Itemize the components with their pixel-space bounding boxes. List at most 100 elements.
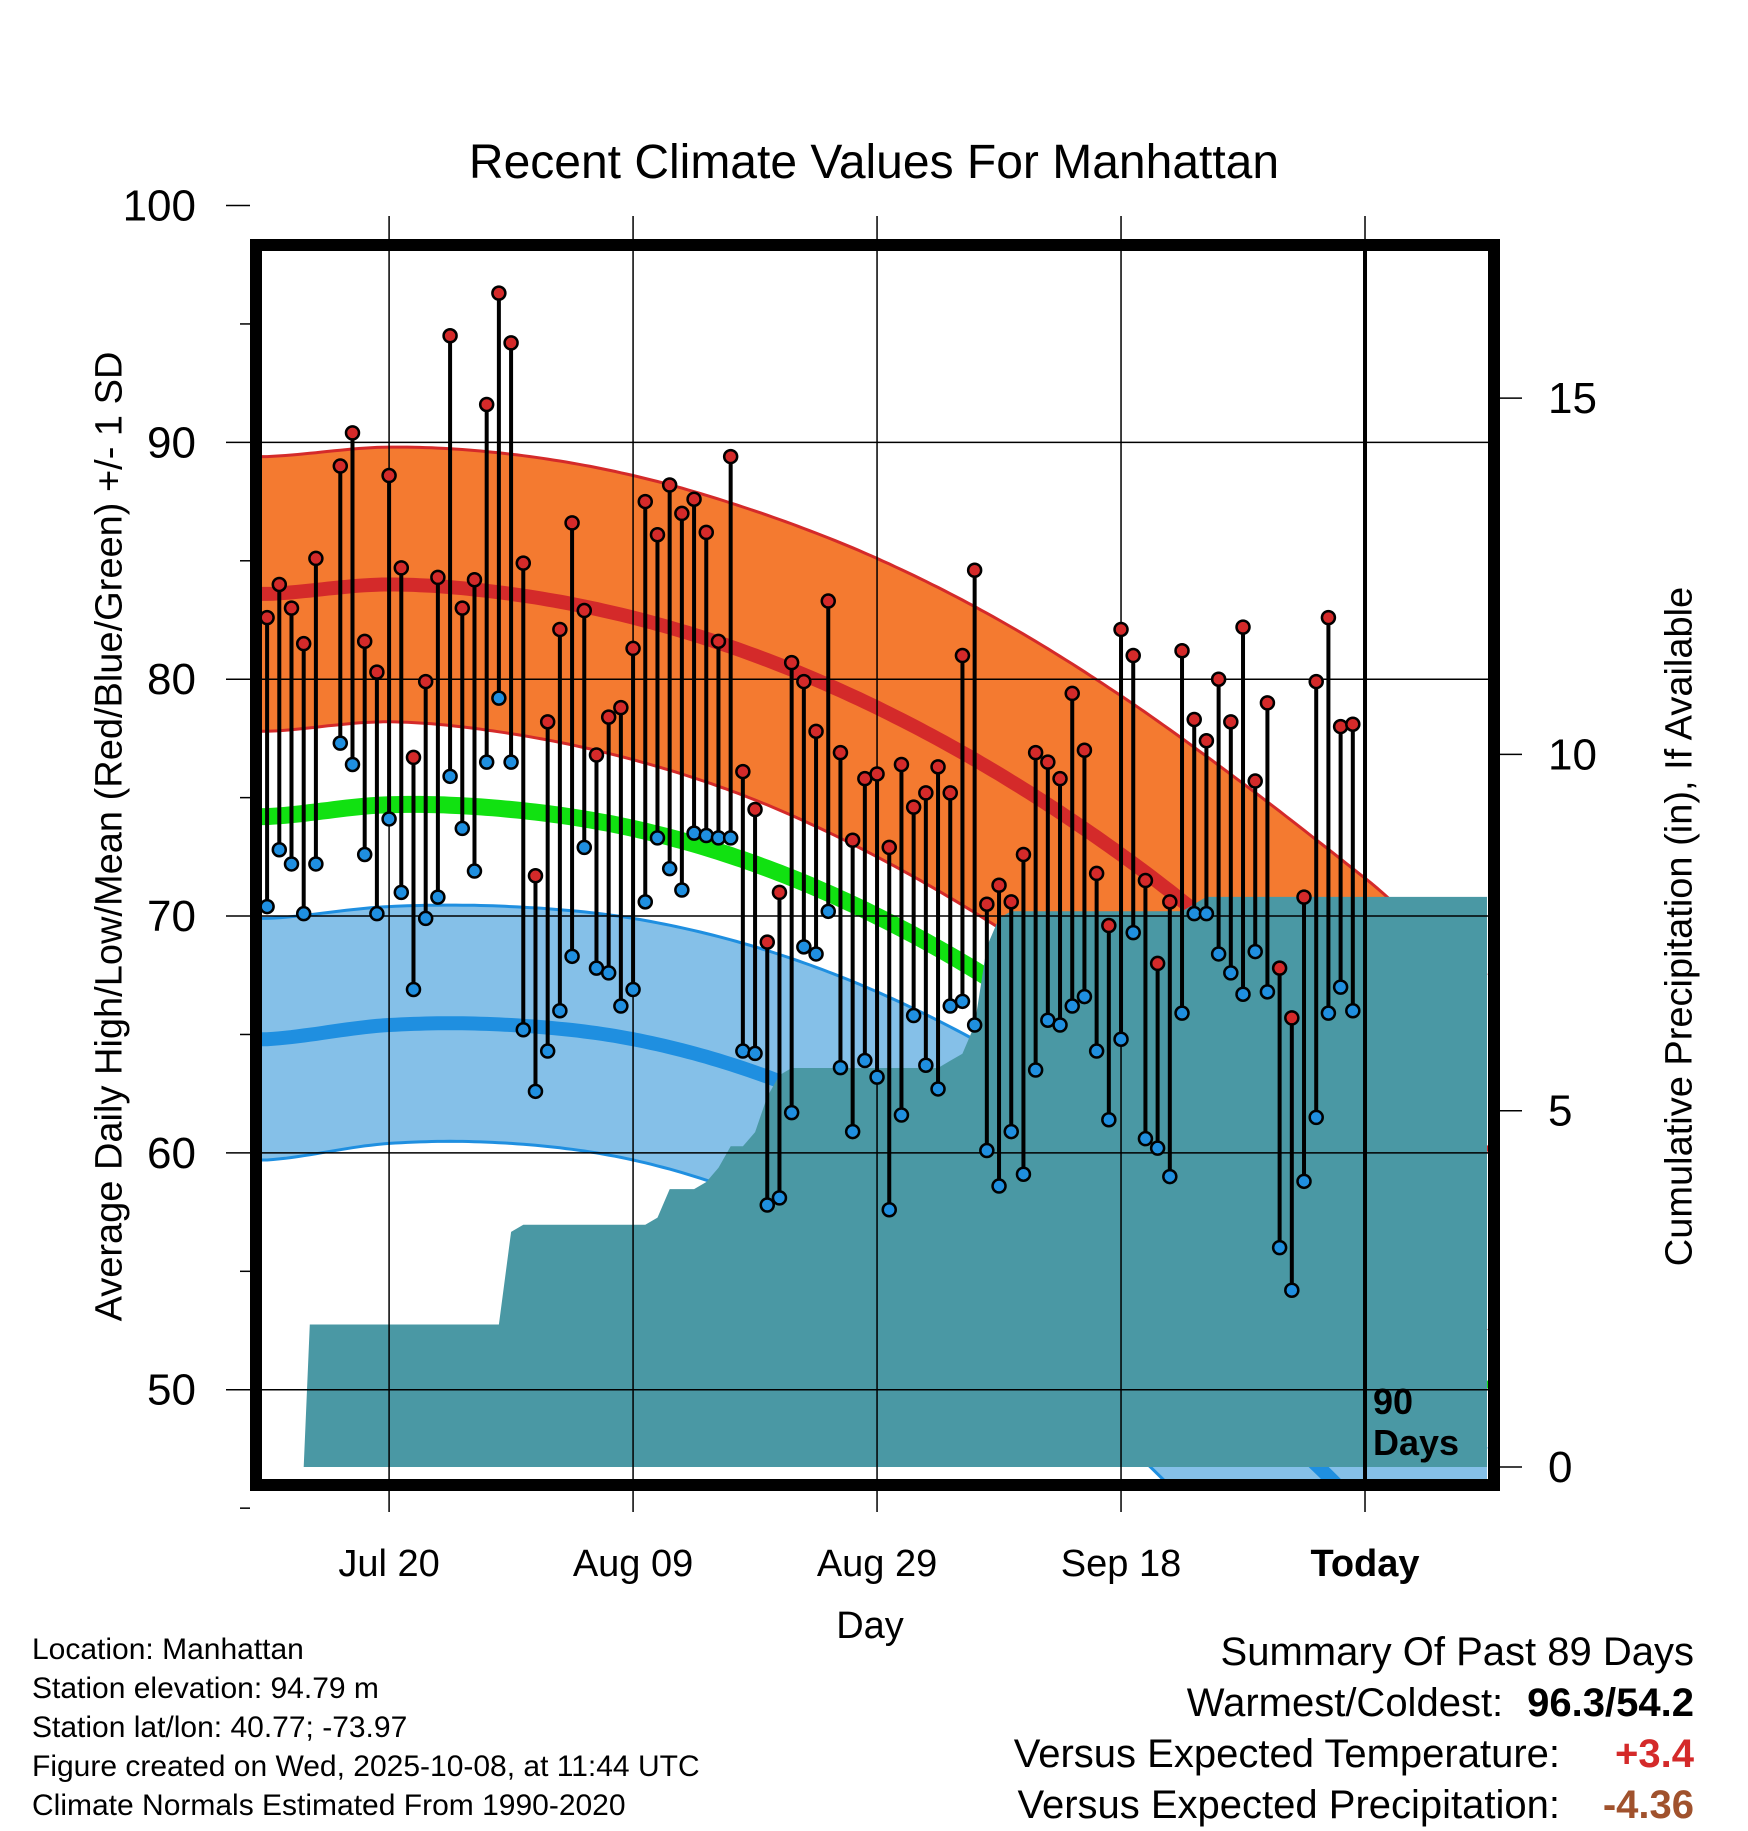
daily-high-point-81 bbox=[1247, 773, 1263, 789]
daily-high-point-82 bbox=[1259, 695, 1276, 711]
daily-high-point-60 bbox=[991, 877, 1007, 894]
temp-label: Versus Expected Temperature: bbox=[1013, 1732, 1560, 1776]
daily-low-point-40 bbox=[747, 1045, 763, 1062]
daily-high-point-22 bbox=[527, 868, 544, 884]
daily-high-point-74 bbox=[1162, 894, 1178, 910]
daily-low-point-46 bbox=[820, 903, 837, 920]
daily-low-point-50 bbox=[869, 1069, 885, 1085]
y-tick-label-80: 80 bbox=[147, 655, 196, 704]
x-tick-label-30: Aug 09 bbox=[573, 1543, 693, 1585]
precip-value: -4.36 bbox=[1602, 1783, 1694, 1827]
daily-low-point-2 bbox=[283, 856, 300, 872]
summary-warm-cold: Warmest/Coldest: 96.3/54.2 bbox=[1014, 1678, 1694, 1729]
daily-low-point-86 bbox=[1308, 1109, 1324, 1126]
daily-high-point-48 bbox=[844, 832, 861, 849]
daily-low-point-21 bbox=[515, 1021, 532, 1038]
daily-high-point-84 bbox=[1284, 1010, 1300, 1026]
daily-high-point-51 bbox=[881, 839, 897, 856]
daily-high-point-59 bbox=[979, 896, 995, 912]
latlon-text: Station lat/lon: 40.77; -73.97 bbox=[32, 1711, 408, 1744]
daily-low-point-61 bbox=[1003, 1123, 1019, 1140]
y2-tick-label-15: 15 bbox=[1548, 374, 1597, 423]
daily-low-point-63 bbox=[1027, 1062, 1044, 1078]
daily-high-point-2 bbox=[283, 600, 300, 616]
daily-low-point-83 bbox=[1271, 1239, 1288, 1256]
daily-high-point-73 bbox=[1149, 955, 1166, 972]
daily-low-point-80 bbox=[1235, 986, 1251, 1002]
x-tick-label-10: Jul 20 bbox=[338, 1543, 439, 1585]
daily-low-point-58 bbox=[966, 1017, 983, 1033]
y-tick-label-90: 90 bbox=[147, 418, 196, 467]
daily-low-point-25 bbox=[564, 948, 580, 965]
y-axis-label: Average Daily High/Low/Mean (Red/Blue/Gr… bbox=[88, 351, 131, 1322]
daily-high-point-9 bbox=[369, 664, 385, 680]
summary-panel: Summary Of Past 89 Days Warmest/Coldest:… bbox=[1014, 1627, 1694, 1831]
normals-text: Climate Normals Estimated From 1990-2020 bbox=[32, 1789, 626, 1822]
daily-low-point-20 bbox=[503, 754, 519, 770]
daily-low-point-49 bbox=[857, 1052, 873, 1069]
temp-value: +3.4 bbox=[1615, 1732, 1694, 1776]
daily-high-point-20 bbox=[503, 335, 519, 351]
daily-high-point-71 bbox=[1125, 647, 1141, 664]
daily-low-point-13 bbox=[417, 910, 434, 927]
station-info: Location: Manhattan Station elevation: 9… bbox=[32, 1630, 700, 1825]
daily-high-point-65 bbox=[1052, 770, 1068, 787]
daily-low-point-45 bbox=[808, 946, 824, 962]
daily-low-point-74 bbox=[1162, 1168, 1178, 1185]
daily-high-point-78 bbox=[1210, 671, 1227, 687]
daily-low-point-1 bbox=[271, 841, 288, 858]
daily-low-point-79 bbox=[1223, 965, 1239, 981]
daily-high-point-25 bbox=[564, 515, 580, 531]
daily-high-point-66 bbox=[1064, 685, 1080, 702]
daily-high-point-38 bbox=[722, 448, 739, 465]
created-text: Figure created on Wed, 2025-10-08, at 11… bbox=[32, 1750, 700, 1783]
daily-high-point-40 bbox=[747, 801, 763, 818]
daily-low-point-33 bbox=[661, 860, 678, 877]
daily-high-point-8 bbox=[356, 633, 373, 650]
daily-high-point-10 bbox=[381, 467, 397, 484]
x-axis-label: Day bbox=[836, 1605, 904, 1647]
daily-high-point-4 bbox=[308, 550, 324, 567]
daily-low-point-60 bbox=[991, 1178, 1007, 1194]
daily-high-point-85 bbox=[1296, 889, 1312, 905]
precip-area bbox=[303, 896, 1488, 1467]
daily-high-point-72 bbox=[1137, 872, 1154, 889]
y2-axis-label: Cumulative Precipitation (in), If Availa… bbox=[1658, 586, 1701, 1267]
daily-high-point-12 bbox=[405, 749, 422, 766]
x-tick-label-70: Sep 18 bbox=[1061, 1543, 1181, 1585]
daily-low-point-87 bbox=[1320, 1005, 1337, 1021]
daily-high-point-26 bbox=[576, 602, 593, 619]
y-tick-label-60: 60 bbox=[147, 1129, 196, 1178]
y2-tick-label-0: 0 bbox=[1548, 1443, 1572, 1492]
y-tick-label-50: 50 bbox=[147, 1366, 196, 1415]
summary-heading: Summary Of Past 89 Days bbox=[1220, 1630, 1694, 1674]
daily-low-point-28 bbox=[600, 965, 617, 981]
daily-high-point-6 bbox=[332, 458, 349, 474]
daily-low-point-29 bbox=[613, 998, 629, 1014]
daily-high-point-32 bbox=[649, 526, 666, 543]
y2-tick-label-10: 10 bbox=[1548, 730, 1597, 779]
daily-high-point-35 bbox=[686, 491, 702, 507]
elevation-text: Station elevation: 94.79 m bbox=[32, 1672, 379, 1705]
daily-high-point-77 bbox=[1198, 733, 1215, 749]
daily-high-point-62 bbox=[1015, 846, 1032, 863]
daily-low-point-52 bbox=[893, 1107, 910, 1123]
daily-low-point-18 bbox=[478, 754, 495, 770]
daily-high-point-47 bbox=[832, 744, 849, 761]
daily-low-point-16 bbox=[454, 820, 471, 837]
daily-high-point-46 bbox=[820, 593, 837, 609]
daily-low-point-35 bbox=[686, 825, 702, 841]
daily-low-point-68 bbox=[1088, 1043, 1105, 1059]
today-days-number: 90 bbox=[1373, 1381, 1413, 1422]
daily-low-point-65 bbox=[1052, 1017, 1068, 1033]
high-sd-upper-edge bbox=[261, 445, 1488, 977]
daily-high-point-76 bbox=[1186, 711, 1202, 728]
daily-high-point-50 bbox=[869, 766, 885, 782]
daily-low-point-10 bbox=[381, 811, 397, 827]
daily-low-point-30 bbox=[625, 981, 641, 998]
daily-high-point-55 bbox=[930, 759, 946, 775]
daily-low-point-55 bbox=[930, 1081, 946, 1097]
daily-high-point-23 bbox=[539, 714, 556, 730]
daily-low-point-17 bbox=[466, 863, 483, 879]
